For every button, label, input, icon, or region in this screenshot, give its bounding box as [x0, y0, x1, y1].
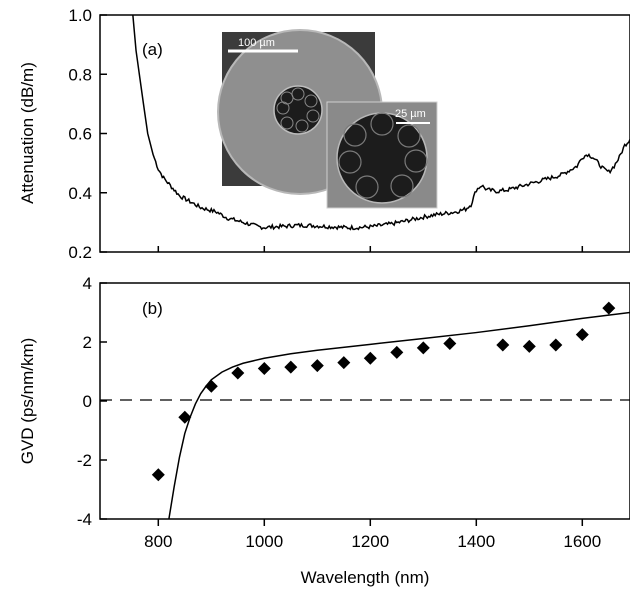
gvd-marker — [284, 360, 298, 374]
panel-b-label: (b) — [142, 299, 163, 318]
gvd-model-line — [168, 311, 630, 520]
gvd-marker — [575, 328, 589, 342]
panel-a-y-tick-label: 1.0 — [68, 6, 92, 25]
x-ticks — [157, 246, 584, 526]
gvd-marker — [310, 359, 324, 373]
panel-a: 0.2 0.4 0.6 0.8 1.0 (a) Attenuation (dB/m) 1… — [18, 6, 630, 262]
x-tick-label: 1200 — [351, 532, 389, 551]
gvd-marker — [496, 338, 510, 352]
panel-b-y-tick-label: 2 — [83, 333, 92, 352]
panel-b-y-tick-label: 4 — [83, 274, 92, 293]
panel-a-y-axis-title: Attenuation (dB/m) — [18, 62, 37, 204]
panel-b: -4 -2 0 2 4 800 1000 1200 1400 1600 (b) GVD (ps/… — [18, 246, 630, 587]
x-tick-label: 1400 — [457, 532, 495, 551]
x-tick-label: 1600 — [563, 532, 601, 551]
panel-b-y-tick-label: -2 — [77, 451, 92, 470]
gvd-marker — [549, 338, 563, 352]
panel-b-y-ticks — [100, 282, 107, 520]
panel-a-y-tick-label: 0.8 — [68, 65, 92, 84]
panel-a-label: (a) — [142, 40, 163, 59]
gvd-marker — [204, 379, 218, 393]
panel-b-y-axis-title: GVD (ps/nm/km) — [18, 338, 37, 465]
panel-a-y-tick-label: 0.2 — [68, 243, 92, 262]
panel-b-y-tick-label: -4 — [77, 510, 92, 529]
panel-a-y-tick-labels: 0.2 0.4 0.6 0.8 1.0 — [68, 6, 92, 262]
scale-bar-100um: 100 µm — [238, 37, 275, 49]
panel-b-frame — [99, 282, 630, 520]
x-tick-labels: 800 1000 1200 1400 1600 — [144, 532, 601, 551]
x-axis-title: Wavelength (nm) — [301, 568, 430, 587]
gvd-marker — [522, 339, 536, 353]
panel-a-y-tick-label: 0.6 — [68, 125, 92, 144]
gvd-marker — [178, 410, 192, 424]
panel-a-y-tick-label: 0.4 — [68, 184, 92, 203]
panel-b-y-tick-labels: -4 -2 0 2 4 — [77, 274, 92, 529]
gvd-markers — [151, 301, 616, 482]
gvd-marker — [337, 356, 351, 370]
gvd-marker — [602, 301, 616, 315]
panel-a-frame — [99, 14, 630, 253]
panel-b-y-tick-label: 0 — [83, 392, 92, 411]
gvd-marker — [390, 345, 404, 359]
panel-a-y-ticks — [100, 14, 107, 253]
x-tick-label: 800 — [144, 532, 172, 551]
gvd-marker — [363, 351, 377, 365]
attenuation-line — [132, 14, 630, 231]
sem-image-core: 25 µm — [326, 101, 438, 209]
x-tick-label: 1000 — [245, 532, 283, 551]
scale-bar-25um: 25 µm — [395, 108, 426, 120]
gvd-marker — [416, 341, 430, 355]
gvd-marker — [151, 468, 165, 482]
gvd-marker — [231, 366, 245, 380]
gvd-marker — [257, 362, 271, 376]
gvd-marker — [443, 336, 457, 350]
